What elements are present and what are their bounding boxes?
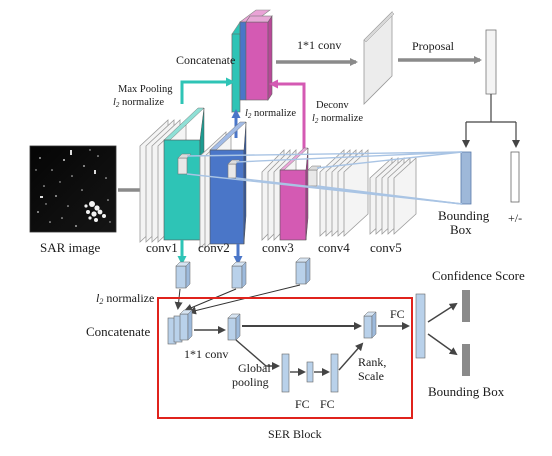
l2-normalize-bottom: l2 normalize: [96, 291, 154, 306]
arrow-to-bbox-bottom: [427, 333, 458, 356]
roi-projection-lines: [186, 151, 463, 205]
roi-feature-1: [175, 261, 191, 289]
teal-maxpool-path: [180, 77, 235, 104]
conv-1x1-slab: [363, 11, 395, 105]
conv3-label: conv3: [262, 240, 294, 255]
l2-normalize-mid: l2 normalize: [245, 108, 296, 120]
confidence-vector: [462, 290, 470, 322]
bbox-vector-top: [460, 151, 472, 205]
bbox-bottom-label: Bounding Box: [428, 384, 505, 399]
conv3-stack: [261, 147, 322, 241]
concatenate-top-stack: [231, 9, 273, 113]
max-pooling-label: Max Pooling: [118, 84, 173, 95]
roi-feature-3: [295, 257, 311, 285]
conv1-label: conv1: [146, 240, 178, 255]
confidence-score-label: Confidence Score: [432, 268, 525, 283]
arrow-fc-b-to-scale: [338, 342, 364, 371]
ser-block-frame: [157, 297, 413, 419]
concatenate-ser-label: Concatenate: [86, 324, 150, 339]
deconv-label: Deconv: [316, 100, 349, 111]
global-pooling-label-1: Global: [238, 361, 271, 375]
fc-c-label: FC: [390, 307, 405, 321]
ser-concat-features: [167, 309, 193, 345]
roi-feature-2: [231, 261, 247, 289]
conv2-stack: [199, 121, 247, 249]
concatenate-top-label: Concatenate: [176, 53, 235, 67]
proposal-label: Proposal: [412, 39, 455, 53]
arrow-to-confidence: [427, 302, 458, 323]
ser-1x1-feature: [227, 313, 241, 341]
rank-label-1: Rank,: [358, 355, 386, 369]
bbox-top-label-2: Box: [450, 222, 472, 237]
conv-1x1-ser-label: 1*1 conv: [184, 347, 228, 361]
pool-vector: [281, 353, 290, 393]
conv2-label: conv2: [198, 240, 230, 255]
sar-image: [29, 145, 117, 233]
bbox-bottom-vector: [462, 344, 470, 376]
conv4-label: conv4: [318, 240, 350, 255]
fc-b-vector: [330, 353, 339, 393]
l2-normalize-left: l2 normalize: [113, 97, 164, 109]
ser-block-label: SER Block: [268, 427, 322, 441]
fc-c-vector: [415, 293, 426, 359]
arrow-global-pooling: [235, 339, 280, 370]
magenta-deconv-path: [269, 79, 306, 150]
conv4-stack: [319, 149, 369, 237]
ser-scaled-feature: [363, 311, 377, 339]
fc-a-label: FC: [295, 397, 310, 411]
proposal-vector: [485, 29, 497, 95]
conv5-label: conv5: [370, 240, 402, 255]
rank-label-2: Scale: [358, 369, 384, 383]
conv-1x1-top-label: 1*1 conv: [297, 38, 341, 52]
bbox-top-label-1: Bounding: [438, 208, 490, 223]
l2-normalize-right: l2 normalize: [312, 113, 363, 125]
sar-image-label: SAR image: [40, 240, 101, 255]
fc-a-vector: [306, 361, 314, 383]
class-vector-top: [510, 151, 520, 203]
fc-b-label: FC: [320, 397, 335, 411]
plus-minus-label: +/-: [508, 211, 522, 225]
global-pooling-label-2: pooling: [232, 375, 269, 389]
conv1-stack: [139, 107, 205, 243]
proposal-branch: [462, 94, 520, 148]
